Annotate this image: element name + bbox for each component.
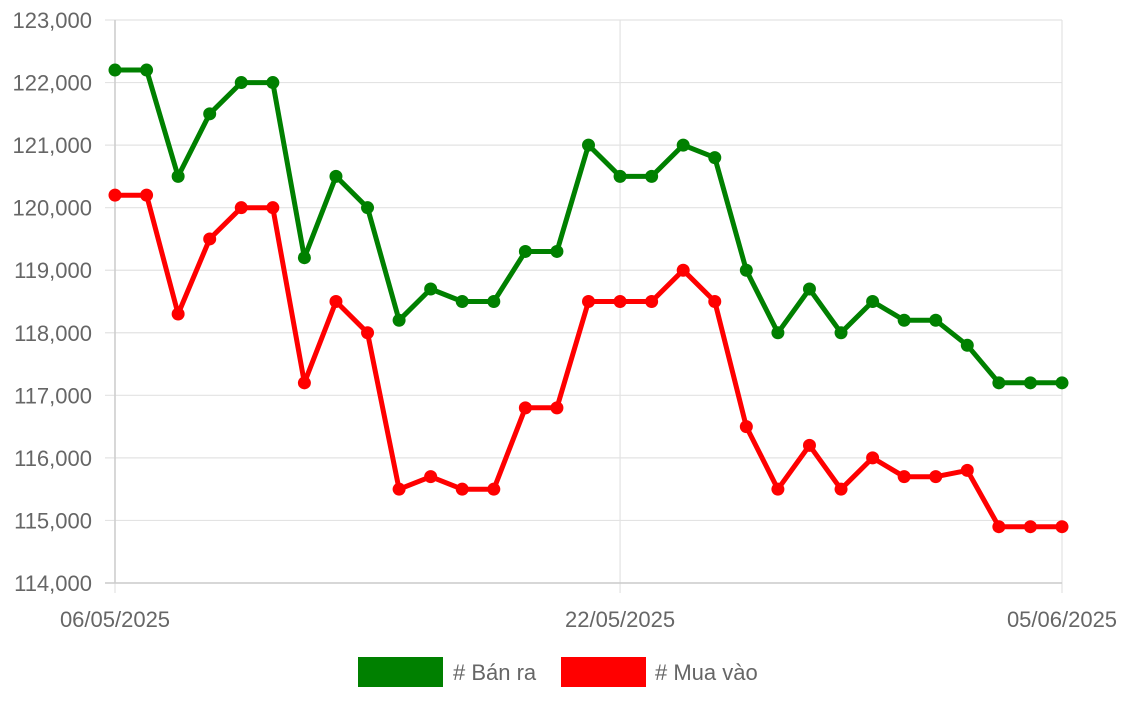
series-2-point[interactable] [834,482,848,496]
series-1-point[interactable] [802,282,816,296]
y-tick-label: 123,000 [12,8,92,33]
series-2-point[interactable] [550,401,564,415]
legend-swatch-1[interactable] [358,657,443,687]
series-2-point[interactable] [108,188,122,202]
y-tick-label: 115,000 [14,508,92,533]
legend-label-1[interactable]: # Bán ra [453,660,537,685]
series-1-point[interactable] [708,151,722,165]
series-1-point[interactable] [329,169,343,183]
x-tick-label: 22/05/2025 [565,607,675,632]
series-1-point[interactable] [424,282,438,296]
series-1-point[interactable] [455,295,469,308]
chart-axes: 114,000 115,000 116,000 117,000 118,000 119,0… [12,8,1117,632]
series-1-point[interactable] [897,313,911,327]
chart-legend: # Bán ra # Mua vào [358,657,758,687]
series-2-point[interactable] [1023,520,1037,534]
series-1-point[interactable] [487,295,501,308]
series-2-point[interactable] [992,520,1006,534]
series-1-point[interactable] [992,376,1006,390]
series-1-point[interactable] [361,201,375,215]
series-2-point[interactable] [1055,520,1069,534]
series-1-point[interactable] [960,338,974,352]
series-1-point[interactable] [297,251,311,265]
series-1-point[interactable] [140,63,154,77]
series-2-point[interactable] [613,295,627,308]
series-1-point[interactable] [676,138,690,152]
series-2-point[interactable] [455,482,469,496]
series-line-2 [112,192,1065,530]
series-2-point[interactable] [487,482,501,496]
series-1-point[interactable] [866,295,880,308]
series-2-point[interactable] [739,420,753,434]
series-2-point[interactable] [676,263,690,277]
series-1-point[interactable] [234,76,248,90]
legend-swatch-2[interactable] [561,657,646,687]
y-tick-label: 121,000 [12,133,92,158]
series-1-point[interactable] [171,169,185,183]
y-tick-label: 119,000 [14,258,92,283]
series-2-point[interactable] [518,401,532,415]
series-2-point[interactable] [140,188,154,202]
series-2-point[interactable] [960,463,974,477]
series-1-point[interactable] [108,63,122,77]
x-tick-label: 05/06/2025 [1007,607,1117,632]
series-1-point[interactable] [518,244,532,258]
series-2-point[interactable] [424,470,438,484]
series-2-point[interactable] [329,295,343,308]
series-1-point[interactable] [834,326,848,340]
y-tick-label: 122,000 [12,71,92,96]
series-1-point[interactable] [771,326,785,340]
series-2-point[interactable] [171,307,185,321]
series-2-point[interactable] [582,295,595,308]
series-2-point[interactable] [266,201,280,215]
series-2-point[interactable] [929,470,943,484]
chart-grid [105,19,1063,593]
series-2-point[interactable] [866,451,880,465]
y-tick-label: 118,000 [14,321,92,346]
series-line-1 [112,67,1065,386]
series-1-point[interactable] [739,263,753,277]
series-1-point[interactable] [1055,376,1069,390]
series-2-point[interactable] [771,482,785,496]
chart-series [108,63,1069,534]
series-2-point[interactable] [234,201,248,215]
y-tick-label: 117,000 [14,383,92,408]
series-1-point[interactable] [392,313,406,327]
y-tick-label: 114,000 [14,571,92,596]
series-2-point[interactable] [361,326,375,340]
series-2-point[interactable] [297,376,311,390]
series-1-point[interactable] [550,244,564,258]
y-tick-label: 116,000 [14,446,92,471]
series-2-point[interactable] [392,482,406,496]
series-1-point[interactable] [582,138,595,152]
y-tick-label: 120,000 [12,196,92,221]
series-2-point[interactable] [708,295,722,308]
series-1-point[interactable] [203,107,217,121]
series-1-point[interactable] [1023,376,1037,390]
series-1-point[interactable] [929,313,943,327]
series-1-point[interactable] [645,169,659,183]
series-1-point[interactable] [266,76,280,90]
legend-label-2[interactable]: # Mua vào [655,660,758,685]
series-2-point[interactable] [897,470,911,484]
series-2-point[interactable] [203,232,217,246]
series-2-point[interactable] [645,295,659,308]
x-tick-label: 06/05/2025 [60,607,170,632]
series-1-point[interactable] [613,169,627,183]
series-2-point[interactable] [802,438,816,452]
